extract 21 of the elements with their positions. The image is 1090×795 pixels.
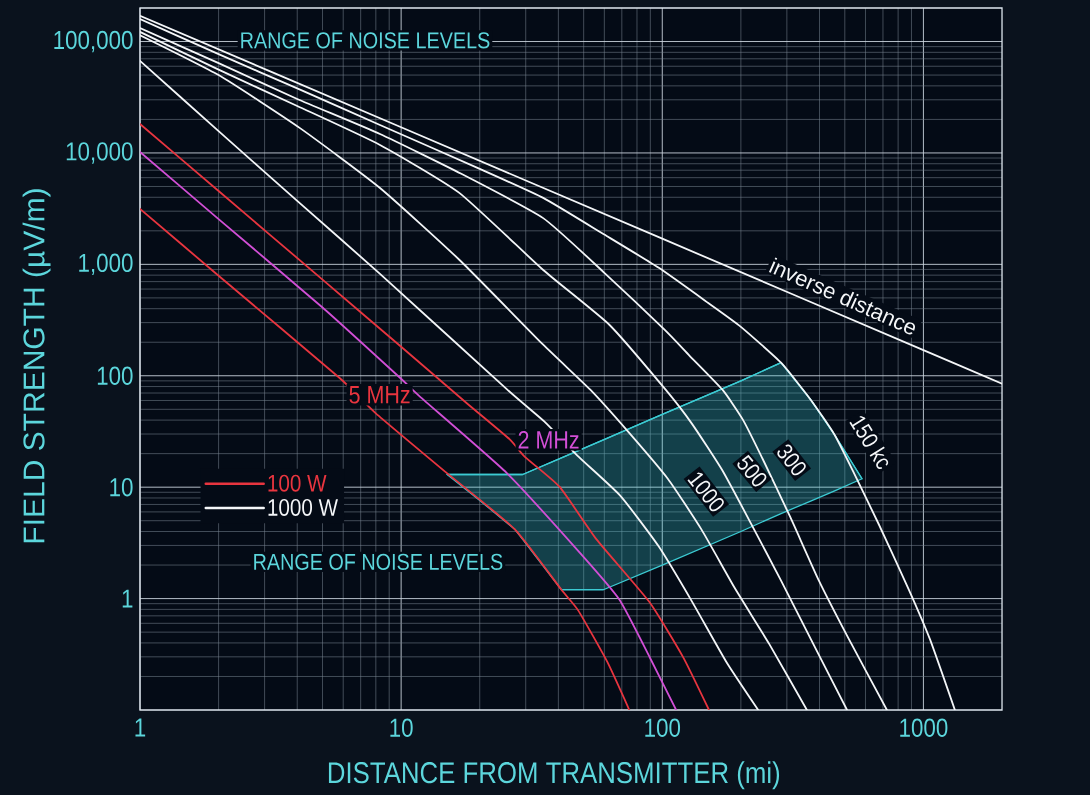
y-tick-label: 1,000 bbox=[79, 253, 133, 276]
x-tick-label: 1000 bbox=[900, 718, 948, 737]
x-tick-label: 10 bbox=[390, 718, 413, 737]
annotation: 150 kc bbox=[849, 416, 889, 470]
x-tick-label: 1 bbox=[135, 718, 146, 737]
y-tick-label: 1 bbox=[122, 589, 133, 608]
y-tick-label: 100 bbox=[97, 366, 133, 385]
annotation: 5 MHz bbox=[349, 386, 410, 404]
y-tick-label: 100,000 bbox=[54, 30, 133, 53]
x-axis-title: DISTANCE FROM TRANSMITTER (mi) bbox=[328, 761, 780, 790]
legend-label: 100 W bbox=[268, 474, 327, 492]
y-axis-title: FIELD STRENGTH (µV/m) bbox=[22, 189, 51, 543]
y-tick-label: 10 bbox=[110, 477, 133, 497]
annotation: RANGE OF NOISE LEVELS bbox=[254, 553, 503, 571]
annotation: 2 MHz bbox=[518, 431, 579, 449]
x-tick-label: 100 bbox=[645, 718, 681, 737]
y-tick-label: 10,000 bbox=[66, 142, 133, 164]
annotation: 300 bbox=[777, 444, 806, 476]
annotation: RANGE OF NOISE LEVELS bbox=[241, 32, 490, 49]
legend-label: 1000 W bbox=[268, 498, 338, 516]
annotation: 500 bbox=[737, 454, 767, 487]
